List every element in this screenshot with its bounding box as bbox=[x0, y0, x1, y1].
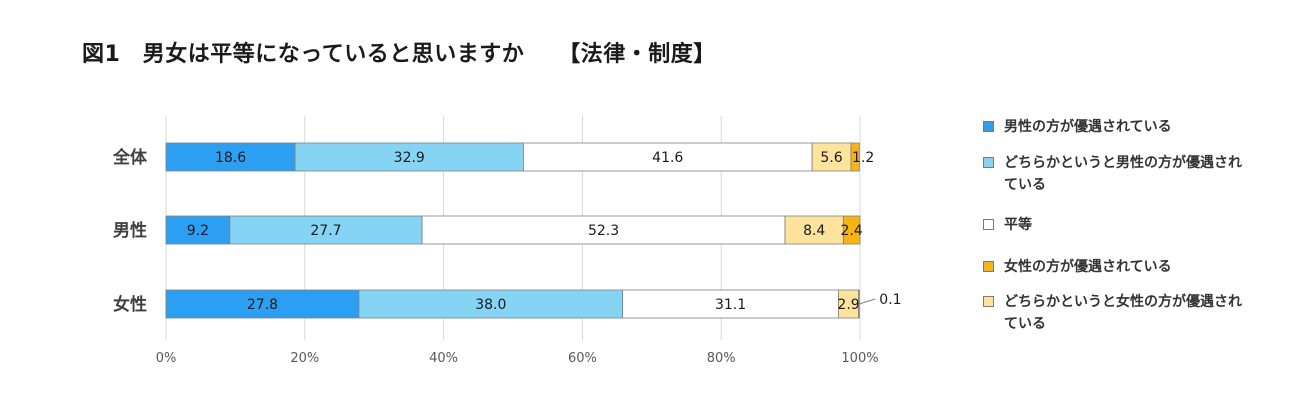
leader-line bbox=[859, 298, 876, 305]
bar-segment bbox=[165, 142, 296, 172]
legend-swatch-women-favored bbox=[983, 261, 994, 272]
legend-swatch-somewhat-women-favored bbox=[983, 296, 994, 307]
data-label: 0.1 bbox=[879, 292, 901, 308]
legend-swatch-somewhat-men-favored bbox=[983, 157, 994, 168]
data-label: 9.2 bbox=[187, 223, 209, 239]
data-label: 2.4 bbox=[841, 223, 863, 239]
x-tick-label: 40% bbox=[429, 351, 458, 366]
legend-label-women-favored: 女性の方が優遇されている bbox=[1004, 259, 1172, 275]
data-label: 31.1 bbox=[715, 297, 746, 313]
bar-segment bbox=[811, 142, 852, 172]
legend-item-equal: 平等 bbox=[983, 214, 1244, 236]
bar-segment bbox=[858, 289, 860, 319]
data-label: 5.6 bbox=[820, 150, 842, 166]
bar-segment bbox=[622, 289, 839, 319]
bar-segment bbox=[842, 215, 861, 245]
data-label: 27.8 bbox=[247, 297, 278, 313]
data-label: 27.7 bbox=[310, 223, 341, 239]
x-tick-label: 80% bbox=[707, 351, 736, 366]
bar-segment bbox=[165, 215, 231, 245]
bar-segment bbox=[523, 142, 813, 172]
legend-swatch-equal bbox=[983, 219, 994, 230]
legend-item-somewhat-women-favored: どちらかというと女性の方が優遇されている bbox=[983, 291, 1244, 335]
legend-swatch-men-favored bbox=[983, 121, 994, 132]
bar-segment bbox=[229, 215, 423, 245]
data-label: 8.4 bbox=[803, 223, 825, 239]
data-label: 32.9 bbox=[394, 150, 425, 166]
data-label: 41.6 bbox=[652, 150, 683, 166]
x-tick-label: 60% bbox=[568, 351, 597, 366]
bar-segment bbox=[850, 142, 860, 172]
category-label: 女性 bbox=[113, 294, 147, 315]
x-tick-label: 100% bbox=[841, 351, 878, 366]
data-label: 1.2 bbox=[852, 150, 874, 166]
data-label: 18.6 bbox=[215, 150, 246, 166]
bar-segment bbox=[358, 289, 624, 319]
category-label: 男性 bbox=[113, 220, 147, 241]
data-label: 2.9 bbox=[837, 297, 859, 313]
data-label: 38.0 bbox=[475, 297, 506, 313]
bar-segment bbox=[165, 289, 360, 319]
bar-segment bbox=[421, 215, 786, 245]
legend-item-men-favored: 男性の方が優遇されている bbox=[983, 116, 1244, 138]
legend-item-women-favored: 女性の方が優遇されている bbox=[983, 256, 1244, 278]
legend-label-men-favored: 男性の方が優遇されている bbox=[1004, 119, 1172, 135]
chart-title: 図1 男女は平等になっていると思いますか 【法律・制度】 bbox=[82, 42, 716, 67]
x-tick-label: 20% bbox=[290, 351, 319, 366]
legend-label-equal: 平等 bbox=[1004, 217, 1032, 233]
legend-label-somewhat-men-favored: どちらかというと男性の方が優遇されている bbox=[1004, 155, 1242, 193]
legend-item-somewhat-men-favored: どちらかというと男性の方が優遇されている bbox=[983, 152, 1244, 196]
category-label: 全体 bbox=[112, 147, 148, 168]
legend-label-somewhat-women-favored: どちらかというと女性の方が優遇されている bbox=[1004, 294, 1242, 332]
data-label: 52.3 bbox=[588, 223, 619, 239]
x-tick-label: 0% bbox=[156, 351, 177, 366]
